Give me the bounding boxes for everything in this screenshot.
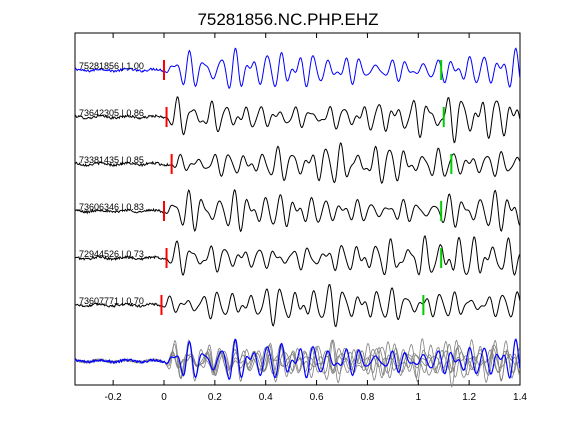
x-tick-label: 1.4 [513,392,527,403]
trace-label: 73606346 | 0.83 [79,202,144,212]
stack-reference-line [74,338,521,381]
trace-group [74,47,521,388]
x-tick-label: 0 [161,392,167,403]
trace-label: 73381435 | 0.85 [79,155,144,165]
trace-line [74,283,521,328]
x-tick-label: 0.8 [360,392,374,403]
x-tick-label: -0.2 [105,392,123,403]
x-tick-label: 1 [416,392,422,403]
trace-line [74,235,521,276]
x-tick-label: 0.4 [259,392,273,403]
trace-line [74,47,521,90]
trace-line [74,189,521,233]
trace-label: 73642305 | 0.86 [79,108,144,118]
stack-trace-line [74,339,521,384]
trace-label: 73607771 | 0.70 [79,296,144,306]
x-axis: -0.2 0 0.2 0.4 0.6 0.8 1 1.2 1.4 [105,33,527,403]
x-tick-label: 1.2 [462,392,476,403]
pick-group [160,60,453,315]
trace-label: 72944526 | 0.73 [79,249,144,259]
trace-label: 75281856 | 1.00 [79,61,144,71]
trace-line [74,142,521,185]
trace-line [74,96,521,144]
trace-label-group: 75281856 | 1.00 73642305 | 0.86 73381435 |… [79,61,144,306]
chart-title: 75281856.NC.PHP.EHZ [197,10,378,29]
x-tick-label: 0.2 [208,392,222,403]
x-tick-label: 0.6 [310,392,324,403]
plot-frame [74,32,521,386]
